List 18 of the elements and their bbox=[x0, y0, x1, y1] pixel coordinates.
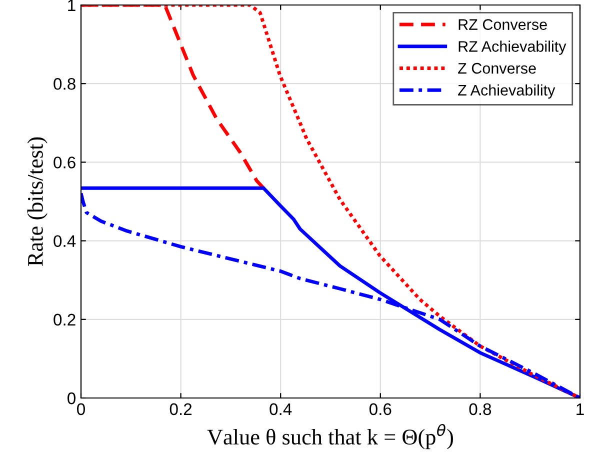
y-tick-label: 0 bbox=[68, 392, 76, 404]
y-tick-label: 0.6 bbox=[54, 156, 76, 168]
x-axis-title: Value θ such that k = Θ(p$^{θ}$) bbox=[207, 424, 453, 450]
x-tick-label: 0.2 bbox=[170, 403, 192, 416]
y-tick-label: 0.8 bbox=[54, 78, 76, 90]
x-tick-label: 1 bbox=[576, 403, 584, 415]
legend-label: RZ Converse bbox=[458, 19, 547, 30]
y-tick-label: 0.2 bbox=[54, 314, 76, 326]
y-tick-label: 0.4 bbox=[54, 235, 76, 248]
x-tick-label: 0.6 bbox=[369, 403, 392, 416]
x-tick-label: 0.4 bbox=[270, 403, 292, 416]
x-tick-label: 0 bbox=[77, 403, 85, 416]
legend-label: RZ Achievability bbox=[458, 40, 566, 55]
legend-label: Z Converse bbox=[458, 62, 536, 74]
y-tick-label: 1 bbox=[68, 0, 76, 12]
legend-label: Z Achievability bbox=[458, 84, 556, 99]
y-axis-title: Rate (bits/test) bbox=[27, 137, 48, 266]
x-tick-label: 0.8 bbox=[469, 403, 492, 416]
